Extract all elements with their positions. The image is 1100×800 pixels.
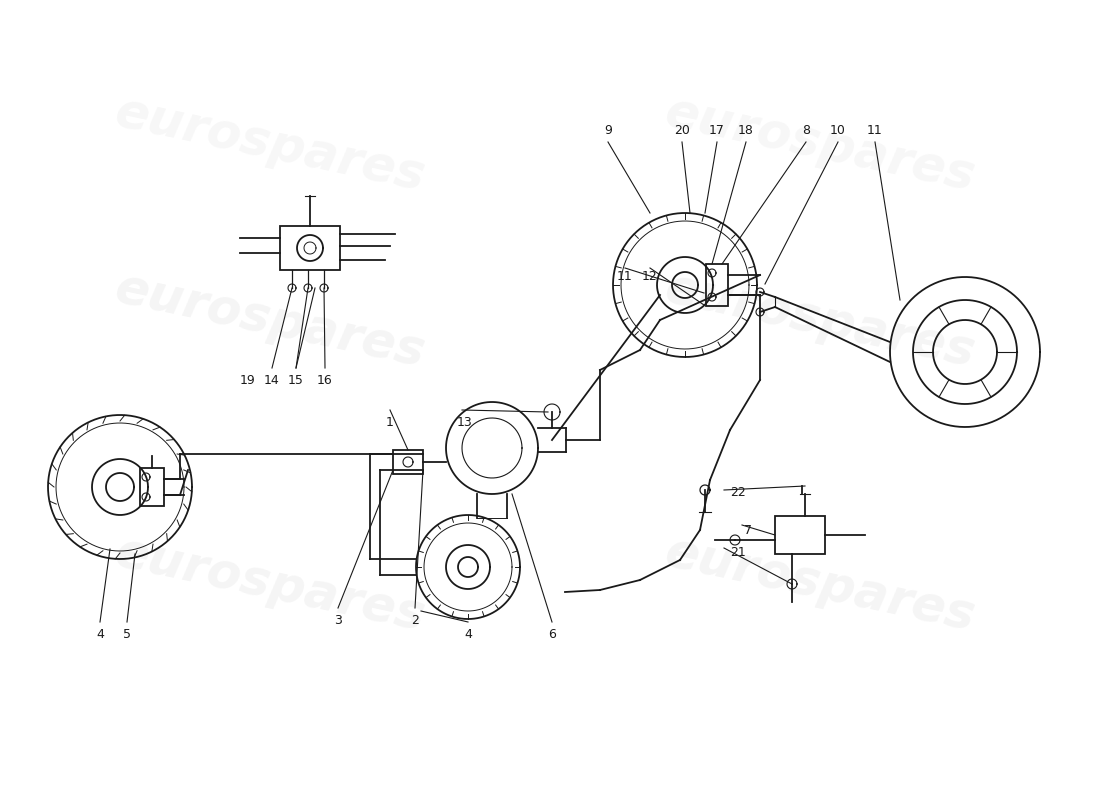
Text: 22: 22	[730, 486, 746, 499]
Text: eurospares: eurospares	[660, 528, 979, 640]
Text: 21: 21	[730, 546, 746, 558]
Text: 3: 3	[334, 614, 342, 626]
Text: 10: 10	[830, 123, 846, 137]
Text: eurospares: eurospares	[660, 88, 979, 200]
Text: 7: 7	[744, 523, 752, 537]
Text: 9: 9	[604, 123, 612, 137]
Bar	[393, 450, 424, 474]
Text: 1: 1	[386, 415, 394, 429]
Bar	[706, 264, 728, 306]
Text: eurospares: eurospares	[110, 528, 429, 640]
Text: 18: 18	[738, 123, 754, 137]
Text: 12: 12	[642, 270, 658, 283]
Bar	[280, 226, 340, 270]
Text: 5: 5	[123, 627, 131, 641]
Text: 11: 11	[867, 123, 883, 137]
Text: 16: 16	[317, 374, 333, 386]
Text: 2: 2	[411, 614, 419, 626]
Text: 20: 20	[674, 123, 690, 137]
Text: 13: 13	[458, 415, 473, 429]
Text: 19: 19	[240, 374, 256, 386]
Text: eurospares: eurospares	[110, 264, 429, 376]
Text: 15: 15	[288, 374, 304, 386]
Bar	[140, 468, 164, 506]
Text: eurospares: eurospares	[660, 264, 979, 376]
Text: eurospares: eurospares	[110, 88, 429, 200]
Text: 14: 14	[264, 374, 279, 386]
Text: 6: 6	[548, 627, 556, 641]
Bar	[776, 516, 825, 554]
Text: 4: 4	[96, 627, 103, 641]
Text: 8: 8	[802, 123, 810, 137]
Text: 17: 17	[710, 123, 725, 137]
Text: 4: 4	[464, 627, 472, 641]
Text: 11: 11	[617, 270, 632, 283]
